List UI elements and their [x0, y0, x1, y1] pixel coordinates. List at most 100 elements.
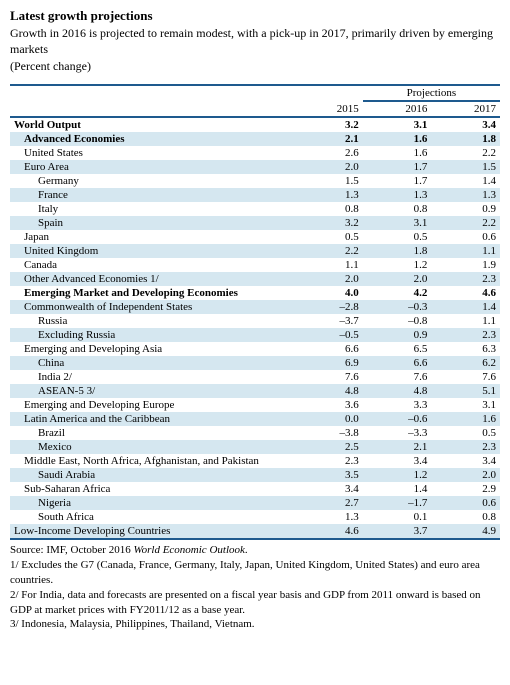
table-row: Italy0.80.80.9 [10, 202, 500, 216]
row-label: Commonwealth of Independent States [10, 300, 294, 314]
row-label: South Africa [10, 510, 294, 524]
row-label: Russia [10, 314, 294, 328]
row-value: 6.6 [363, 356, 432, 370]
col-year-0: 2015 [294, 101, 363, 117]
table-row: Latin America and the Caribbean0.0–0.61.… [10, 412, 500, 426]
row-value: 1.4 [431, 300, 500, 314]
source-line: Source: IMF, October 2016 World Economic… [10, 543, 500, 558]
row-value: 3.4 [363, 454, 432, 468]
row-label: Saudi Arabia [10, 468, 294, 482]
page-title: Latest growth projections [10, 8, 500, 24]
row-value: 1.3 [294, 188, 363, 202]
row-label: Emerging and Developing Asia [10, 342, 294, 356]
row-value: 2.7 [294, 496, 363, 510]
row-value: 3.6 [294, 398, 363, 412]
row-value: 2.5 [294, 440, 363, 454]
row-value: 4.8 [294, 384, 363, 398]
row-label: World Output [10, 117, 294, 132]
row-value: 3.2 [294, 216, 363, 230]
row-label: China [10, 356, 294, 370]
footnote-1: 1/ Excludes the G7 (Canada, France, Germ… [10, 558, 500, 588]
row-value: 6.3 [431, 342, 500, 356]
row-value: –2.8 [294, 300, 363, 314]
row-value: 2.9 [431, 482, 500, 496]
footnote-2: 2/ For India, data and forecasts are pre… [10, 588, 500, 618]
row-value: 2.2 [294, 244, 363, 258]
row-value: 0.5 [294, 230, 363, 244]
row-label: Germany [10, 174, 294, 188]
row-value: 0.6 [431, 496, 500, 510]
row-value: 2.2 [431, 146, 500, 160]
row-value: 1.4 [363, 482, 432, 496]
row-value: 4.9 [431, 524, 500, 538]
row-value: –3.8 [294, 426, 363, 440]
row-value: 1.8 [363, 244, 432, 258]
row-value: 4.0 [294, 286, 363, 300]
row-label: United States [10, 146, 294, 160]
row-value: 3.1 [431, 398, 500, 412]
row-value: 2.0 [294, 160, 363, 174]
row-value: 2.0 [363, 272, 432, 286]
row-value: –0.6 [363, 412, 432, 426]
table-row: Saudi Arabia3.51.22.0 [10, 468, 500, 482]
row-label: India 2/ [10, 370, 294, 384]
row-value: 1.3 [363, 188, 432, 202]
table-row: Japan0.50.50.6 [10, 230, 500, 244]
row-label: Canada [10, 258, 294, 272]
row-value: 1.3 [431, 188, 500, 202]
footer-notes: Source: IMF, October 2016 World Economic… [10, 538, 500, 632]
row-value: 0.8 [363, 202, 432, 216]
row-value: 1.7 [363, 174, 432, 188]
row-value: –3.3 [363, 426, 432, 440]
row-label: Mexico [10, 440, 294, 454]
row-label: Low-Income Developing Countries [10, 524, 294, 538]
row-value: –0.3 [363, 300, 432, 314]
row-value: 1.6 [363, 146, 432, 160]
row-value: 2.0 [294, 272, 363, 286]
table-row: Commonwealth of Independent States–2.8–0… [10, 300, 500, 314]
row-value: 3.4 [431, 454, 500, 468]
row-value: 7.6 [294, 370, 363, 384]
row-value: 2.0 [431, 468, 500, 482]
row-label: Italy [10, 202, 294, 216]
row-value: –0.8 [363, 314, 432, 328]
row-value: 1.8 [431, 132, 500, 146]
row-value: 3.2 [294, 117, 363, 132]
row-value: 1.2 [363, 258, 432, 272]
row-label: Middle East, North Africa, Afghanistan, … [10, 454, 294, 468]
table-row: Brazil–3.8–3.30.5 [10, 426, 500, 440]
row-value: 4.6 [294, 524, 363, 538]
row-value: 2.3 [294, 454, 363, 468]
row-value: 2.1 [294, 132, 363, 146]
row-label: Sub-Saharan Africa [10, 482, 294, 496]
row-label: Nigeria [10, 496, 294, 510]
row-value: 4.2 [363, 286, 432, 300]
row-value: 6.9 [294, 356, 363, 370]
row-value: 0.1 [363, 510, 432, 524]
footnote-3: 3/ Indonesia, Malaysia, Philippines, Tha… [10, 617, 500, 632]
row-value: –1.7 [363, 496, 432, 510]
table-row: Spain3.23.12.2 [10, 216, 500, 230]
table-row: Middle East, North Africa, Afghanistan, … [10, 454, 500, 468]
table-row: Advanced Economies2.11.61.8 [10, 132, 500, 146]
row-value: 1.4 [431, 174, 500, 188]
row-label: ASEAN-5 3/ [10, 384, 294, 398]
table-row: Russia–3.7–0.81.1 [10, 314, 500, 328]
row-value: 1.5 [431, 160, 500, 174]
unit-label: (Percent change) [10, 59, 500, 74]
row-value: 0.9 [363, 328, 432, 342]
row-label: Other Advanced Economies 1/ [10, 272, 294, 286]
table-row: United States2.61.62.2 [10, 146, 500, 160]
row-value: 2.3 [431, 440, 500, 454]
table-row: Sub-Saharan Africa3.41.42.9 [10, 482, 500, 496]
row-value: 1.3 [294, 510, 363, 524]
row-value: 3.1 [363, 117, 432, 132]
row-value: 6.2 [431, 356, 500, 370]
row-value: 2.2 [431, 216, 500, 230]
row-value: 0.8 [294, 202, 363, 216]
row-value: 6.6 [294, 342, 363, 356]
row-value: 3.4 [431, 117, 500, 132]
table-row: Canada1.11.21.9 [10, 258, 500, 272]
row-value: 7.6 [431, 370, 500, 384]
row-value: 2.6 [294, 146, 363, 160]
